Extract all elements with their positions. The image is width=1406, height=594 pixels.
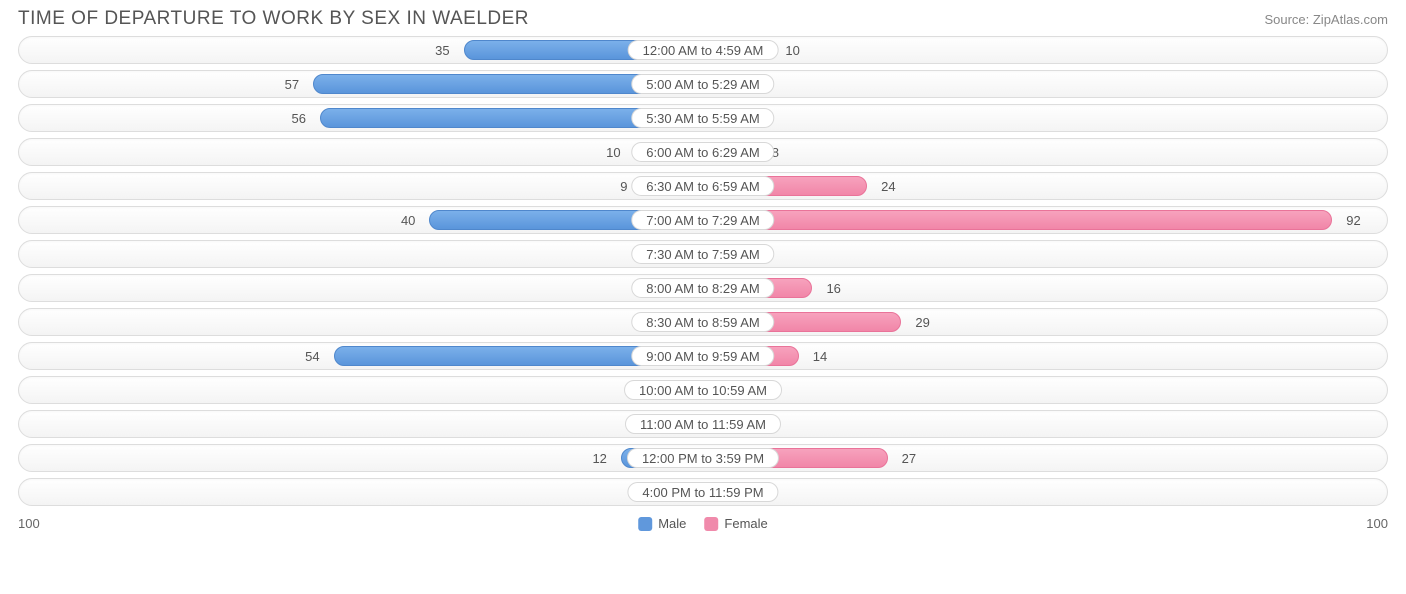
chart-area: 351012:00 AM to 4:59 AM5705:00 AM to 5:2… <box>0 36 1406 506</box>
chart-row: 56 75:30 AM to 5:59 AM <box>18 104 1388 132</box>
category-label: 9:00 AM to 9:59 AM <box>631 346 774 366</box>
category-label: 4:00 PM to 11:59 PM <box>627 482 778 502</box>
chart-row: 40 92 7:00 AM to 7:29 AM <box>18 206 1388 234</box>
category-label: 12:00 PM to 3:59 PM <box>627 448 779 468</box>
female-half: 92 <box>703 207 1387 233</box>
male-value: 54 <box>305 343 325 369</box>
category-label: 8:30 AM to 8:59 AM <box>631 312 774 332</box>
category-label: 5:00 AM to 5:29 AM <box>631 74 774 94</box>
female-half: 0 <box>703 411 1387 437</box>
female-half: 27 <box>703 445 1387 471</box>
female-value: 29 <box>909 309 929 335</box>
chart-row: 057:30 AM to 7:59 AM <box>18 240 1388 268</box>
male-half: 0 <box>19 309 703 335</box>
chart-footer: 100 Male Female 100 <box>0 512 1406 531</box>
chart-row: 10 86:00 AM to 6:29 AM <box>18 138 1388 166</box>
male-half: 56 <box>19 105 703 131</box>
axis-right-max: 100 <box>1366 516 1388 531</box>
male-value: 35 <box>435 37 455 63</box>
male-half: 35 <box>19 37 703 63</box>
female-half: 8 <box>703 139 1387 165</box>
chart-header: TIME OF DEPARTURE TO WORK BY SEX IN WAEL… <box>0 0 1406 36</box>
female-half: 5 <box>703 241 1387 267</box>
category-label: 11:00 AM to 11:59 AM <box>625 414 781 434</box>
female-value: 16 <box>820 275 840 301</box>
male-half: 40 <box>19 207 703 233</box>
chart-source: Source: ZipAtlas.com <box>1264 12 1388 27</box>
category-label: 10:00 AM to 10:59 AM <box>624 380 782 400</box>
category-label: 6:00 AM to 6:29 AM <box>631 142 774 162</box>
legend-item-male: Male <box>638 516 686 531</box>
chart-row: 9 24 6:30 AM to 6:59 AM <box>18 172 1388 200</box>
female-value: 24 <box>875 173 895 199</box>
chart-row: 0 16 8:00 AM to 8:29 AM <box>18 274 1388 302</box>
legend: Male Female <box>638 516 768 531</box>
female-half: 7 <box>703 105 1387 131</box>
chart-row: 57 05:00 AM to 5:29 AM <box>18 70 1388 98</box>
male-value: 40 <box>401 207 421 233</box>
legend-male-label: Male <box>658 516 686 531</box>
female-value: 10 <box>779 37 799 63</box>
female-half: 16 <box>703 275 1387 301</box>
male-half: 9 <box>19 173 703 199</box>
male-value: 56 <box>292 105 312 131</box>
legend-item-female: Female <box>704 516 767 531</box>
chart-row: 12 27 12:00 PM to 3:59 PM <box>18 444 1388 472</box>
chart-title: TIME OF DEPARTURE TO WORK BY SEX IN WAEL… <box>18 8 529 30</box>
male-half: 0 <box>19 479 703 505</box>
male-value: 57 <box>285 71 305 97</box>
male-half: 0 <box>19 411 703 437</box>
male-half: 12 <box>19 445 703 471</box>
male-value: 10 <box>606 139 626 165</box>
chart-row: 0011:00 AM to 11:59 AM <box>18 410 1388 438</box>
chart-row: 54 14 9:00 AM to 9:59 AM <box>18 342 1388 370</box>
category-label: 6:30 AM to 6:59 AM <box>631 176 774 196</box>
axis-left-max: 100 <box>18 516 40 531</box>
female-value: 14 <box>807 343 827 369</box>
female-value: 92 <box>1340 207 1360 233</box>
female-half: 0 <box>703 479 1387 505</box>
female-half: 0 <box>703 377 1387 403</box>
female-half: 14 <box>703 343 1387 369</box>
category-label: 12:00 AM to 4:59 AM <box>628 40 779 60</box>
female-value: 27 <box>896 445 916 471</box>
female-half: 24 <box>703 173 1387 199</box>
female-half: 29 <box>703 309 1387 335</box>
female-swatch-icon <box>704 517 718 531</box>
category-label: 7:00 AM to 7:29 AM <box>631 210 774 230</box>
male-half: 0 <box>19 241 703 267</box>
category-label: 8:00 AM to 8:29 AM <box>631 278 774 298</box>
male-half: 10 <box>19 139 703 165</box>
male-half: 0 <box>19 377 703 403</box>
legend-female-label: Female <box>724 516 767 531</box>
male-half: 57 <box>19 71 703 97</box>
category-label: 7:30 AM to 7:59 AM <box>631 244 774 264</box>
chart-row: 004:00 PM to 11:59 PM <box>18 478 1388 506</box>
chart-row: 0 29 8:30 AM to 8:59 AM <box>18 308 1388 336</box>
male-half: 54 <box>19 343 703 369</box>
chart-row: 35 1012:00 AM to 4:59 AM <box>18 36 1388 64</box>
female-half: 0 <box>703 71 1387 97</box>
male-swatch-icon <box>638 517 652 531</box>
male-value: 12 <box>592 445 612 471</box>
male-half: 0 <box>19 275 703 301</box>
female-half: 10 <box>703 37 1387 63</box>
female-bar <box>703 210 1332 230</box>
chart-row: 0010:00 AM to 10:59 AM <box>18 376 1388 404</box>
category-label: 5:30 AM to 5:59 AM <box>631 108 774 128</box>
